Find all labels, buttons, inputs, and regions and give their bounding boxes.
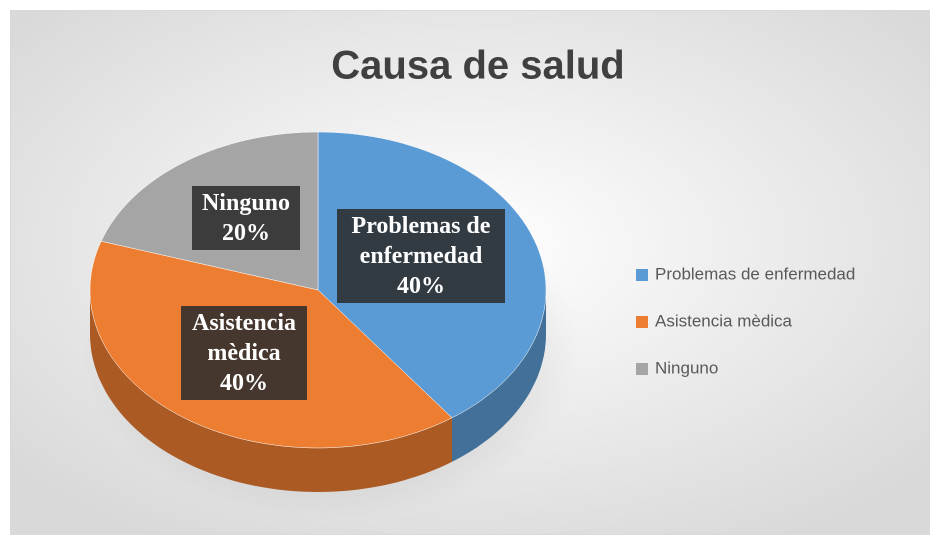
legend-label: Problemas de enfermedad	[655, 264, 855, 283]
legend-swatch	[636, 269, 648, 281]
data-label-value: 20%	[222, 220, 270, 246]
data-label: Asistencia mèdica 40%	[181, 306, 307, 400]
data-label-value: 40%	[397, 273, 445, 299]
data-label-category: Problemas de enfermedad	[351, 213, 491, 269]
data-label: Problemas de enfermedad 40%	[337, 209, 505, 303]
data-label-category: Asistencia mèdica	[192, 310, 296, 366]
legend-label: Ninguno	[655, 358, 718, 377]
legend-label: Asistencia mèdica	[655, 311, 793, 330]
slice-side	[90, 290, 452, 492]
chart-title: Causa de salud	[331, 44, 624, 88]
data-label-value: 40%	[220, 370, 268, 396]
legend-swatch	[636, 363, 648, 375]
data-label-category: Ninguno	[201, 190, 291, 216]
data-label: Ninguno 20%	[192, 186, 300, 250]
slice-side	[452, 290, 546, 462]
legend-swatch	[636, 316, 648, 328]
